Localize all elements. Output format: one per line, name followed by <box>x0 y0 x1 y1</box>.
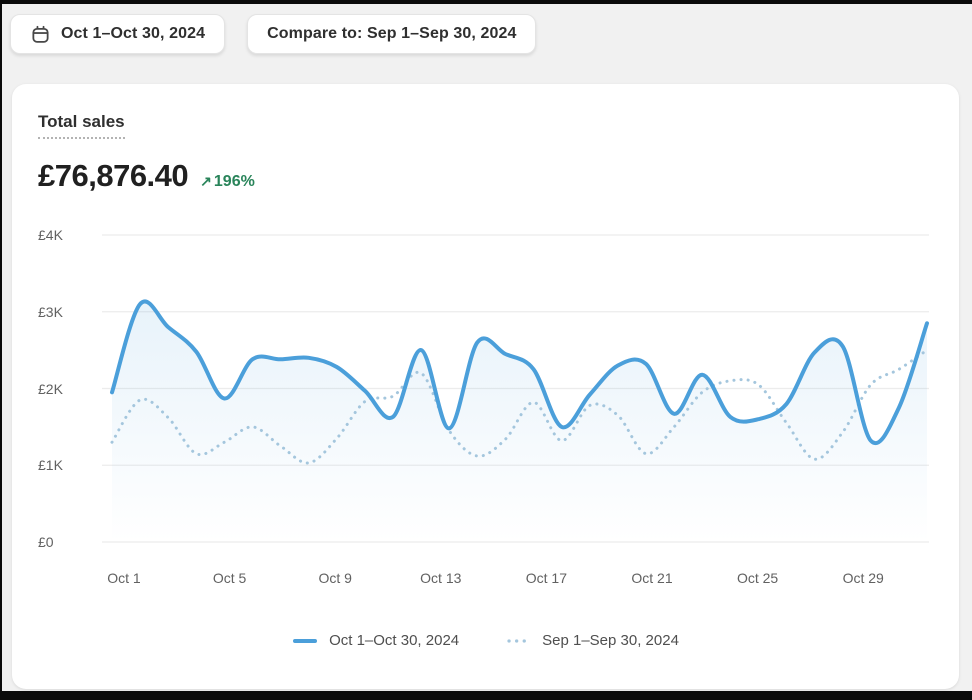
y-axis-tick-label: £0 <box>38 534 54 550</box>
x-axis-tick-label: Oct 29 <box>842 570 884 586</box>
legend-label-current: Oct 1–Oct 30, 2024 <box>329 632 460 649</box>
x-axis-tick-label: Oct 17 <box>525 570 568 586</box>
card-title[interactable]: Total sales <box>38 112 125 139</box>
x-axis-tick-label: Oct 9 <box>318 570 352 586</box>
trend-up-arrow-icon: ↗ <box>200 173 212 189</box>
y-axis-tick-label: £1K <box>38 457 63 474</box>
y-axis-tick-label: £2K <box>38 380 63 397</box>
date-toolbar: Oct 1–Oct 30, 2024 Compare to: Sep 1–Sep… <box>10 14 537 54</box>
current-period-area-fill <box>112 301 927 542</box>
date-range-label: Oct 1–Oct 30, 2024 <box>61 25 206 42</box>
x-axis-tick-label: Oct 5 <box>212 570 247 586</box>
x-axis-tick-label: Oct 13 <box>420 570 462 586</box>
total-sales-amount: £76,876.40 <box>38 158 189 193</box>
delta-badge: ↗ 196% <box>200 173 255 191</box>
calendar-icon <box>30 24 51 45</box>
y-axis-tick-label: £4K <box>38 227 63 243</box>
legend-item-current: Oct 1–Oct 30, 2024 <box>292 632 459 649</box>
legend-solid-line-icon <box>293 638 318 643</box>
y-axis-tick-label: £3K <box>38 303 63 320</box>
date-range-button[interactable]: Oct 1–Oct 30, 2024 <box>10 14 226 54</box>
amount-row: £76,876.40 ↗ 196% <box>38 158 255 194</box>
current-period-line <box>110 299 929 446</box>
analytics-page: Oct 1–Oct 30, 2024 Compare to: Sep 1–Sep… <box>2 4 972 691</box>
legend-label-compare: Sep 1–Sep 30, 2024 <box>542 632 679 649</box>
legend-dotted-line-icon <box>507 638 529 643</box>
chart-area: £4K £3K £2K £1K £0 Oct 1 Oct 5 Oct 9 Oct 13 Oct 1… <box>12 84 959 689</box>
x-axis-tick-label: Oct 1 <box>107 570 141 586</box>
compare-label: Compare to: Sep 1–Sep 30, 2024 <box>267 25 517 42</box>
chart-legend: Oct 1–Oct 30, 2024 Sep 1–Sep 30, 2024 <box>12 632 959 649</box>
total-sales-chart-svg[interactable] <box>12 84 959 688</box>
total-sales-card: Total sales £76,876.40 ↗ 196% £4K £3K £2K £… <box>12 84 959 689</box>
x-axis-tick-label: Oct 21 <box>631 570 673 586</box>
compare-to-button[interactable]: Compare to: Sep 1–Sep 30, 2024 <box>247 14 537 54</box>
x-axis-tick-label: Oct 25 <box>736 570 779 586</box>
legend-item-compare: Sep 1–Sep 30, 2024 <box>505 632 679 649</box>
delta-percent: 196% <box>213 173 255 190</box>
compare-period-line <box>110 348 929 465</box>
